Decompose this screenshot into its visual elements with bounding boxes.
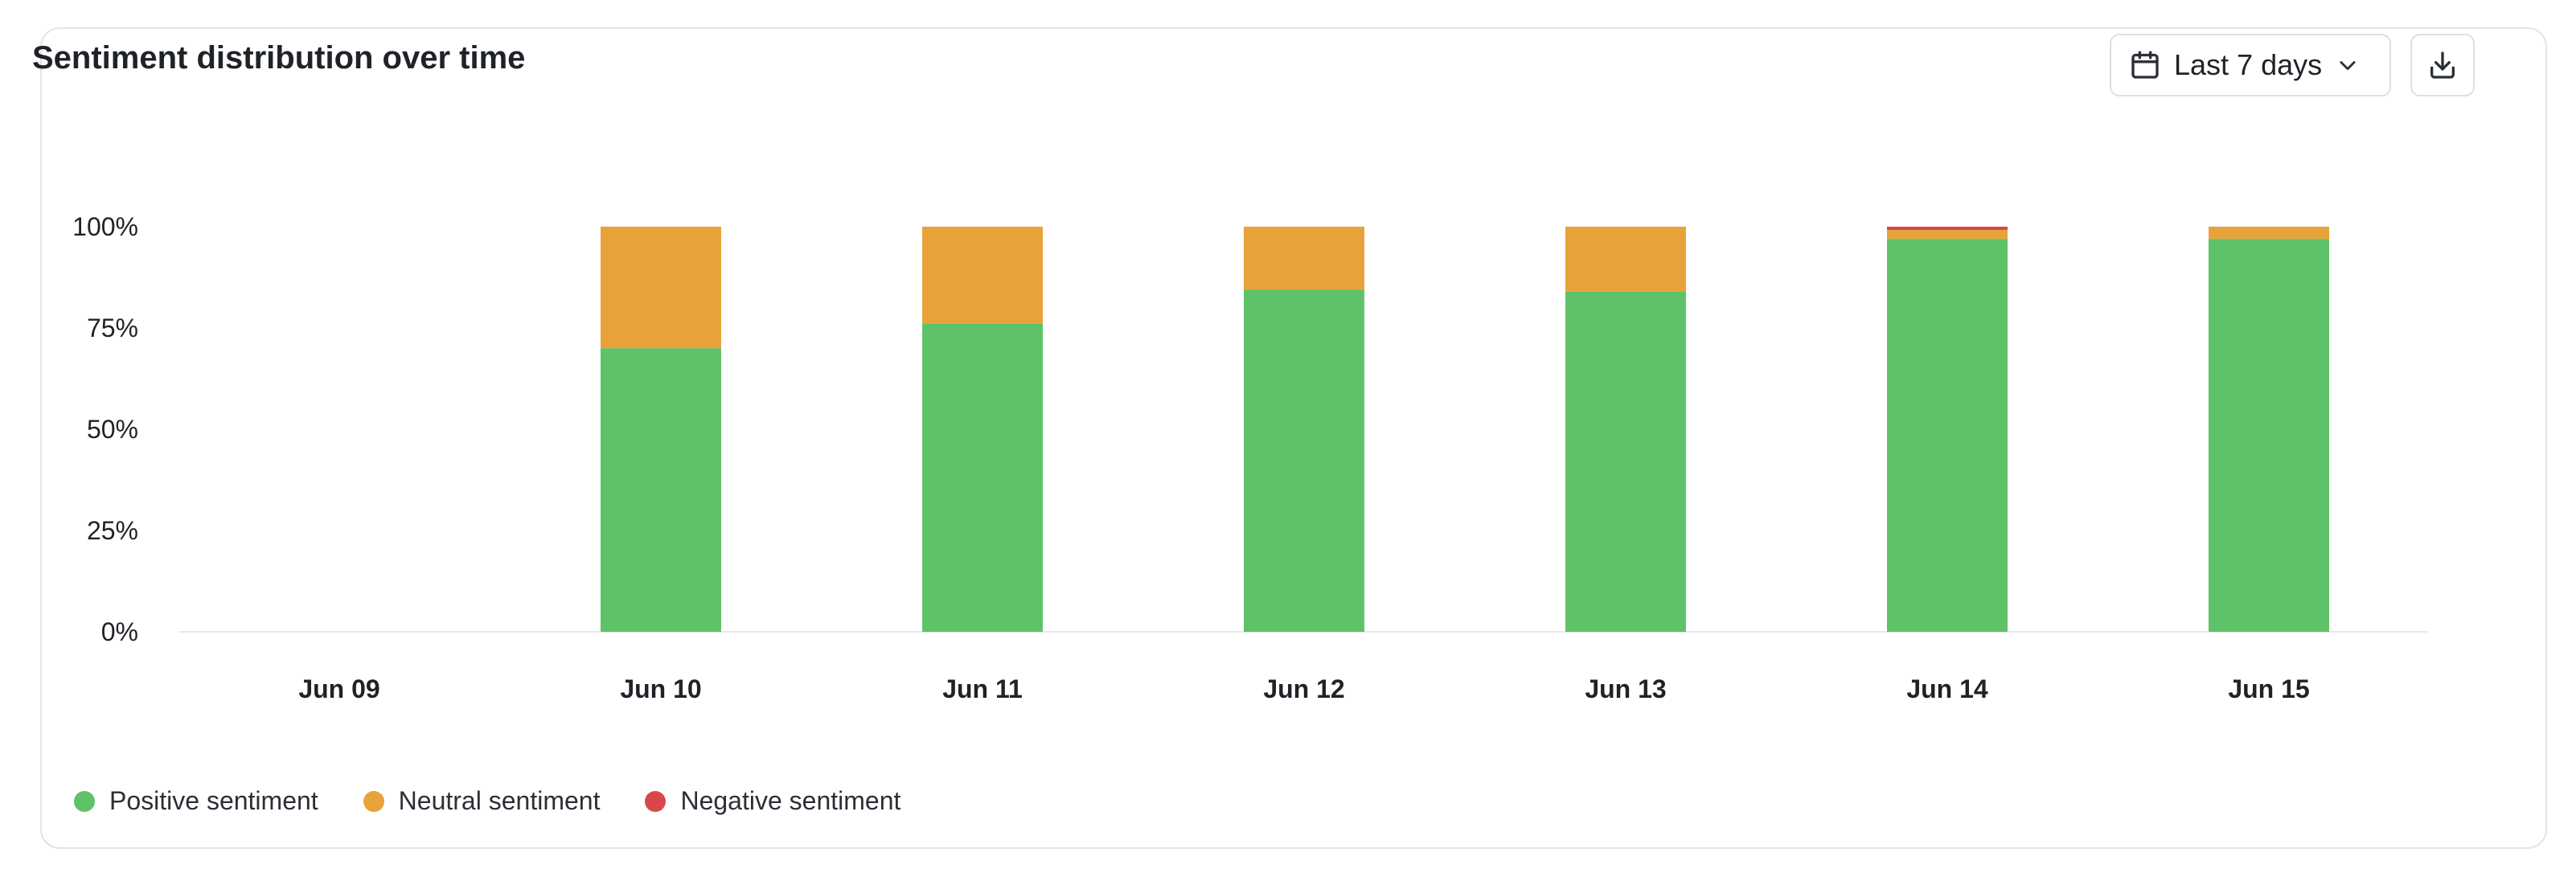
y-tick-label: 75%: [87, 314, 138, 342]
legend-color-dot: [645, 790, 667, 812]
x-tick-label: Jun 09: [298, 674, 379, 703]
x-tick-label: Jun 15: [2228, 674, 2309, 703]
bar-segment-positive-sentiment[interactable]: [922, 323, 1043, 632]
x-tick-label: Jun 13: [1585, 674, 1666, 703]
bar-segment-neutral-sentiment[interactable]: [2209, 227, 2329, 240]
date-range-dropdown[interactable]: Last 7 days: [2110, 34, 2391, 96]
bar-segment-positive-sentiment[interactable]: [2209, 239, 2329, 632]
x-tick-label: Jun 10: [620, 674, 701, 703]
download-icon: [2430, 51, 2455, 79]
legend-item[interactable]: Negative sentiment: [645, 786, 900, 816]
bar-segment-positive-sentiment[interactable]: [601, 348, 721, 632]
bar-segment-neutral-sentiment[interactable]: [1565, 227, 1686, 292]
calendar-icon: [2131, 51, 2159, 79]
x-tick-label: Jun 11: [942, 674, 1023, 703]
x-tick-label: Jun 12: [1263, 674, 1344, 703]
legend-item[interactable]: Positive sentiment: [74, 786, 318, 816]
chart-legend: Positive sentiment Neutral sentiment Negat…: [74, 786, 945, 816]
chevron-down-icon: [2340, 61, 2356, 71]
legend-label: Negative sentiment: [680, 786, 901, 815]
bar-segment-positive-sentiment[interactable]: [1565, 291, 1686, 632]
y-tick-label: 50%: [87, 415, 138, 444]
download-button[interactable]: [2410, 34, 2475, 96]
bar-segment-neutral-sentiment[interactable]: [1244, 227, 1364, 290]
legend-color-dot: [74, 790, 95, 812]
bar-segment-positive-sentiment[interactable]: [1887, 239, 2008, 632]
bar-segment-neutral-sentiment[interactable]: [1887, 230, 2008, 240]
bar-segment-positive-sentiment[interactable]: [1244, 289, 1364, 632]
date-range-label: Last 7 days: [2174, 48, 2323, 81]
legend-color-dot: [363, 790, 384, 812]
y-tick-label: 25%: [87, 516, 138, 545]
legend-label: Neutral sentiment: [398, 786, 601, 815]
x-tick-label: Jun 14: [1906, 674, 1988, 703]
bar-segment-neutral-sentiment[interactable]: [601, 227, 721, 349]
legend-item[interactable]: Neutral sentiment: [363, 786, 601, 816]
card-title: Sentiment distribution over time: [32, 40, 526, 76]
y-tick-label: 0%: [101, 617, 138, 646]
bar-segment-negative-sentiment[interactable]: [1887, 227, 2008, 231]
legend-label: Positive sentiment: [109, 786, 318, 815]
bar-segment-neutral-sentiment[interactable]: [922, 227, 1043, 324]
y-tick-label: 100%: [72, 212, 138, 241]
